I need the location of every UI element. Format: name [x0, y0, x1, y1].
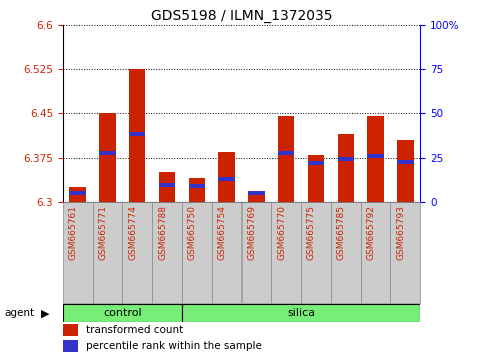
Text: ▶: ▶	[41, 308, 50, 318]
Text: transformed count: transformed count	[86, 325, 183, 336]
Bar	[271, 202, 301, 303]
Bar	[397, 140, 413, 202]
Text: control: control	[103, 308, 142, 318]
Bar	[338, 157, 354, 161]
Bar	[331, 202, 361, 303]
Text: GSM665785: GSM665785	[337, 205, 346, 260]
Bar	[301, 202, 331, 303]
Bar	[390, 202, 420, 303]
Bar	[159, 172, 175, 202]
Bar	[248, 191, 265, 202]
Bar	[63, 304, 182, 322]
Text: GSM665770: GSM665770	[277, 205, 286, 260]
Text: GSM665769: GSM665769	[247, 205, 256, 260]
Text: percentile rank within the sample: percentile rank within the sample	[86, 341, 262, 352]
Bar	[218, 177, 235, 181]
Bar	[70, 187, 86, 202]
Bar	[63, 324, 78, 336]
Bar	[122, 202, 152, 303]
Text: GSM665775: GSM665775	[307, 205, 316, 260]
Bar	[70, 191, 86, 195]
Text: GSM665793: GSM665793	[397, 205, 405, 260]
Bar	[129, 69, 145, 202]
Bar	[159, 183, 175, 187]
Bar	[129, 132, 145, 136]
Text: GSM665761: GSM665761	[69, 205, 78, 260]
Bar	[99, 113, 115, 202]
Bar	[63, 340, 78, 353]
Text: GSM665771: GSM665771	[99, 205, 108, 260]
Bar	[368, 154, 384, 158]
Bar	[63, 202, 93, 303]
Text: agent: agent	[5, 308, 35, 318]
Text: GSM665792: GSM665792	[367, 205, 376, 260]
Bar	[368, 116, 384, 202]
Bar	[189, 178, 205, 202]
Bar	[248, 191, 265, 195]
Bar	[361, 202, 390, 303]
Bar	[93, 202, 122, 303]
Text: silica: silica	[287, 308, 315, 318]
Bar	[189, 184, 205, 188]
Bar	[278, 152, 294, 155]
Text: GSM665754: GSM665754	[218, 205, 227, 260]
Bar	[338, 134, 354, 202]
Bar	[152, 202, 182, 303]
Bar	[308, 161, 324, 165]
Text: GDS5198 / ILMN_1372035: GDS5198 / ILMN_1372035	[151, 9, 332, 23]
Text: GSM665750: GSM665750	[188, 205, 197, 260]
Bar	[308, 155, 324, 202]
Bar	[242, 202, 271, 303]
Bar	[212, 202, 242, 303]
Bar	[99, 151, 115, 155]
Bar	[182, 202, 212, 303]
Text: GSM665774: GSM665774	[128, 205, 137, 260]
Bar	[278, 116, 294, 202]
Bar	[182, 304, 420, 322]
Bar	[397, 160, 413, 164]
Bar	[218, 152, 235, 202]
Text: GSM665788: GSM665788	[158, 205, 167, 260]
